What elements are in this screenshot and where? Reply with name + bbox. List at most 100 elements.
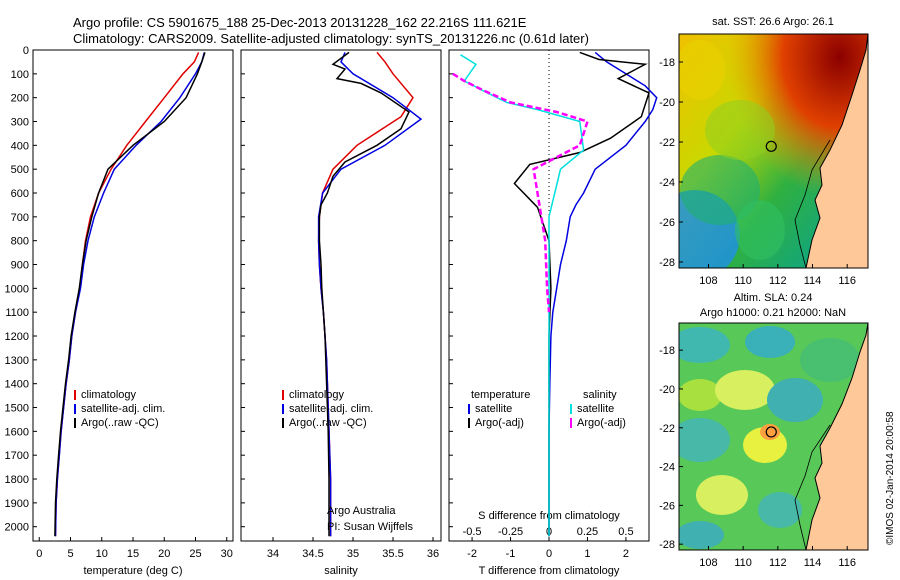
sal-plot-frame xyxy=(240,49,442,542)
map-x-tick-label: 110 xyxy=(734,557,752,569)
sst-argo-marker xyxy=(765,140,777,152)
x-tick-label: 25 xyxy=(189,548,201,560)
legend-entry: satellite-adj. clim. xyxy=(81,403,165,415)
map-y-tick-label: -26 xyxy=(659,217,675,229)
y-tick-label: 0 xyxy=(23,45,29,57)
legend-entry: Argo(..raw -QC) xyxy=(289,417,367,429)
map-y-tick-label: -28 xyxy=(659,257,675,269)
sst-map-image xyxy=(679,34,868,268)
map-x-tick-label: 114 xyxy=(804,275,822,287)
map-x-tick-label: 110 xyxy=(734,275,752,287)
series-line-1 xyxy=(548,51,658,537)
legend-entry: satellite xyxy=(475,403,512,415)
sla-map: Altim. SLA: 0.24 Argo h1000: 0.21 h2000:… xyxy=(659,292,869,569)
temp-plot-frame xyxy=(32,49,234,542)
legend-entry: satellite xyxy=(577,403,614,415)
y-tick-label: 400 xyxy=(11,140,29,152)
annotation-text: Argo Australia xyxy=(327,505,396,517)
map-y-tick-label: -22 xyxy=(659,423,675,435)
diff-s-tick-label: 0.25 xyxy=(577,526,598,538)
x-tick-label: 15 xyxy=(127,548,139,560)
sla-land xyxy=(805,323,868,550)
diff-x-axis-label: T difference from climatology xyxy=(479,565,620,577)
y-tick-label: 1200 xyxy=(5,331,29,343)
legend-entry: Argo(..raw -QC) xyxy=(81,417,159,429)
x-tick-label: 34.5 xyxy=(302,548,323,560)
sla-argo-marker xyxy=(765,426,777,438)
map-y-tick-label: -18 xyxy=(659,57,675,69)
y-tick-label: 300 xyxy=(11,117,29,129)
legend-entry: climatology xyxy=(81,389,137,401)
y-tick-label: 900 xyxy=(11,260,29,272)
sst-land xyxy=(805,34,868,268)
sst-map-frame xyxy=(678,33,869,269)
sla-map-title1: Altim. SLA: 0.24 xyxy=(734,292,813,304)
temperature-panel: 0100200300400500600700800900100011001200… xyxy=(5,45,234,577)
legend-entry: Argo(-adj) xyxy=(475,417,524,429)
map-x-tick-label: 112 xyxy=(769,275,787,287)
map-x-tick-label: 116 xyxy=(838,557,856,569)
map-x-tick-label: 108 xyxy=(699,275,717,287)
x-tick-label: 30 xyxy=(221,548,233,560)
y-tick-label: 1600 xyxy=(5,426,29,438)
x-tick-label: 0 xyxy=(36,548,42,560)
x-tick-label: 34 xyxy=(267,548,279,560)
series-line-4 xyxy=(452,72,590,313)
x-tick-label: 5 xyxy=(67,548,73,560)
map-y-tick-label: -24 xyxy=(659,177,675,189)
y-tick-label: 600 xyxy=(11,188,29,200)
x-tick-label: 20 xyxy=(158,548,170,560)
x-tick-label: 1 xyxy=(584,548,590,560)
y-tick-label: 200 xyxy=(11,93,29,105)
figure-title-line2: Climatology: CARS2009. Satellite-adjuste… xyxy=(73,31,589,46)
y-tick-label: 2000 xyxy=(5,522,29,534)
x-tick-label: 36 xyxy=(427,548,439,560)
series-line-2 xyxy=(317,52,423,537)
sst-map: sat. SST: 26.6 Argo: 26.1 108 110 112 114 11… xyxy=(659,16,869,287)
x-tick-label: 0 xyxy=(546,548,552,560)
sst-map-title: sat. SST: 26.6 Argo: 26.1 xyxy=(712,16,834,28)
y-tick-label: 1400 xyxy=(5,379,29,391)
x-tick-label: 10 xyxy=(96,548,108,560)
x-tick-label: 35 xyxy=(347,548,359,560)
y-tick-label: 500 xyxy=(11,164,29,176)
y-tick-label: 1000 xyxy=(5,283,29,295)
legend-entry: salinity xyxy=(583,389,617,401)
map-y-tick-label: -20 xyxy=(659,384,675,396)
series-line-3 xyxy=(318,51,410,537)
legend-entry: satellite-adj. clim. xyxy=(289,403,373,415)
imos-timestamp: ©IMOS 02-Jan-2014 20:00:58 xyxy=(885,411,896,545)
y-tick-label: 1100 xyxy=(5,307,29,319)
map-y-tick-label: -20 xyxy=(659,97,675,109)
map-x-tick-label: 114 xyxy=(804,557,822,569)
legend-entry: Argo(-adj) xyxy=(577,417,626,429)
legend-entry: temperature xyxy=(471,389,530,401)
x-tick-label: 2 xyxy=(623,548,629,560)
map-x-tick-label: 116 xyxy=(838,275,856,287)
y-tick-label: 800 xyxy=(11,236,29,248)
diff-s-tick-label: 0.5 xyxy=(618,526,633,538)
diff-s-tick-label: -0.25 xyxy=(498,526,523,538)
sal-x-axis-label: salinity xyxy=(324,565,358,577)
map-y-tick-label: -22 xyxy=(659,137,675,149)
legend-entry: climatology xyxy=(289,389,345,401)
diff-s-tick-label: -0.5 xyxy=(463,526,482,538)
y-tick-label: 1700 xyxy=(5,450,29,462)
sla-map-frame xyxy=(678,322,869,551)
map-y-tick-label: -24 xyxy=(659,462,675,474)
y-tick-label: 1900 xyxy=(5,498,29,510)
series-line-3 xyxy=(54,52,206,537)
sla-map-image xyxy=(679,323,868,550)
x-tick-label: -1 xyxy=(506,548,516,560)
x-tick-label: 35.5 xyxy=(382,548,403,560)
y-tick-label: 1500 xyxy=(5,403,29,415)
y-tick-label: 100 xyxy=(11,69,29,81)
temp-x-axis-label: temperature (deg C) xyxy=(83,565,182,577)
map-y-tick-label: -26 xyxy=(659,500,675,512)
annotation-text: PI: Susan Wijffels xyxy=(327,521,413,533)
sla-map-title2: Argo h1000: 0.21 h2000: NaN xyxy=(700,307,846,319)
y-tick-label: 1800 xyxy=(5,474,29,486)
salinity-panel: 34 34.5 35 35.5 36 salinity climatology satelli… xyxy=(240,49,442,577)
